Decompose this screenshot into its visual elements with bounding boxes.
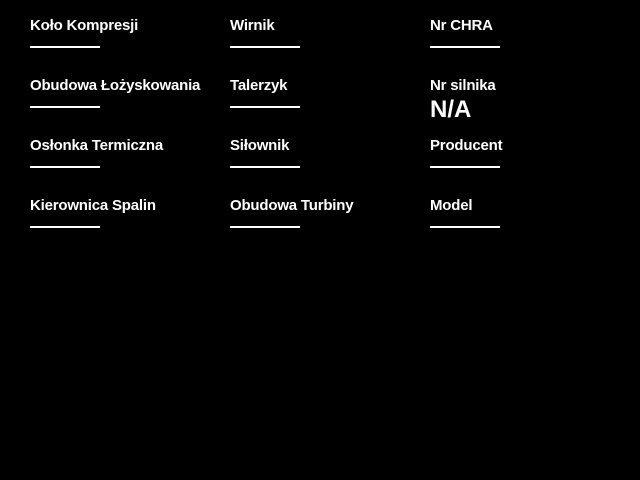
field-kierownica-spalin: Kierownica Spalin bbox=[30, 196, 225, 228]
field-label-obudowa-lozyskowania: Obudowa Łożyskowania bbox=[30, 77, 201, 94]
field-label-obudowa-turbiny: Obudowa Turbiny bbox=[230, 197, 354, 214]
producent-input-line[interactable] bbox=[430, 166, 500, 168]
nr-silnika-value[interactable]: N/A bbox=[430, 96, 472, 123]
field-label-nr-silnika: Nr silnika bbox=[430, 77, 496, 94]
field-obudowa-lozyskowania: Obudowa Łożyskowania bbox=[30, 76, 225, 108]
talerzyk-input-line[interactable] bbox=[230, 106, 300, 108]
field-label-kierownica-spalin: Kierownica Spalin bbox=[30, 197, 156, 214]
field-nr-chra: Nr CHRA bbox=[430, 16, 625, 48]
field-label-oslonka-termiczna: Osłonka Termiczna bbox=[30, 137, 164, 154]
field-silownik: Siłownik bbox=[230, 136, 425, 168]
field-nr-silnika: Nr silnika N/A bbox=[430, 76, 625, 123]
field-label-talerzyk: Talerzyk bbox=[230, 77, 288, 94]
kierownica-spalin-input-line[interactable] bbox=[30, 226, 100, 228]
oslonka-termiczna-input-line[interactable] bbox=[30, 166, 100, 168]
field-label-model: Model bbox=[430, 197, 473, 214]
wirnik-input-line[interactable] bbox=[230, 46, 300, 48]
field-oslonka-termiczna: Osłonka Termiczna bbox=[30, 136, 225, 168]
field-label-kolo-kompresji: Koło Kompresji bbox=[30, 17, 139, 34]
obudowa-turbiny-input-line[interactable] bbox=[230, 226, 300, 228]
field-model: Model bbox=[430, 196, 625, 228]
obudowa-lozyskowania-input-line[interactable] bbox=[30, 106, 100, 108]
field-wirnik: Wirnik bbox=[230, 16, 425, 48]
field-talerzyk: Talerzyk bbox=[230, 76, 425, 108]
field-producent: Producent bbox=[430, 136, 625, 168]
nr-chra-input-line[interactable] bbox=[430, 46, 500, 48]
field-label-wirnik: Wirnik bbox=[230, 17, 275, 34]
silownik-input-line[interactable] bbox=[230, 166, 300, 168]
field-obudowa-turbiny: Obudowa Turbiny bbox=[230, 196, 425, 228]
kolo-kompresji-input-line[interactable] bbox=[30, 46, 100, 48]
field-kolo-kompresji: Koło Kompresji bbox=[30, 16, 225, 48]
field-label-producent: Producent bbox=[430, 137, 503, 154]
field-label-nr-chra: Nr CHRA bbox=[430, 17, 493, 34]
model-input-line[interactable] bbox=[430, 226, 500, 228]
field-label-silownik: Siłownik bbox=[230, 137, 290, 154]
